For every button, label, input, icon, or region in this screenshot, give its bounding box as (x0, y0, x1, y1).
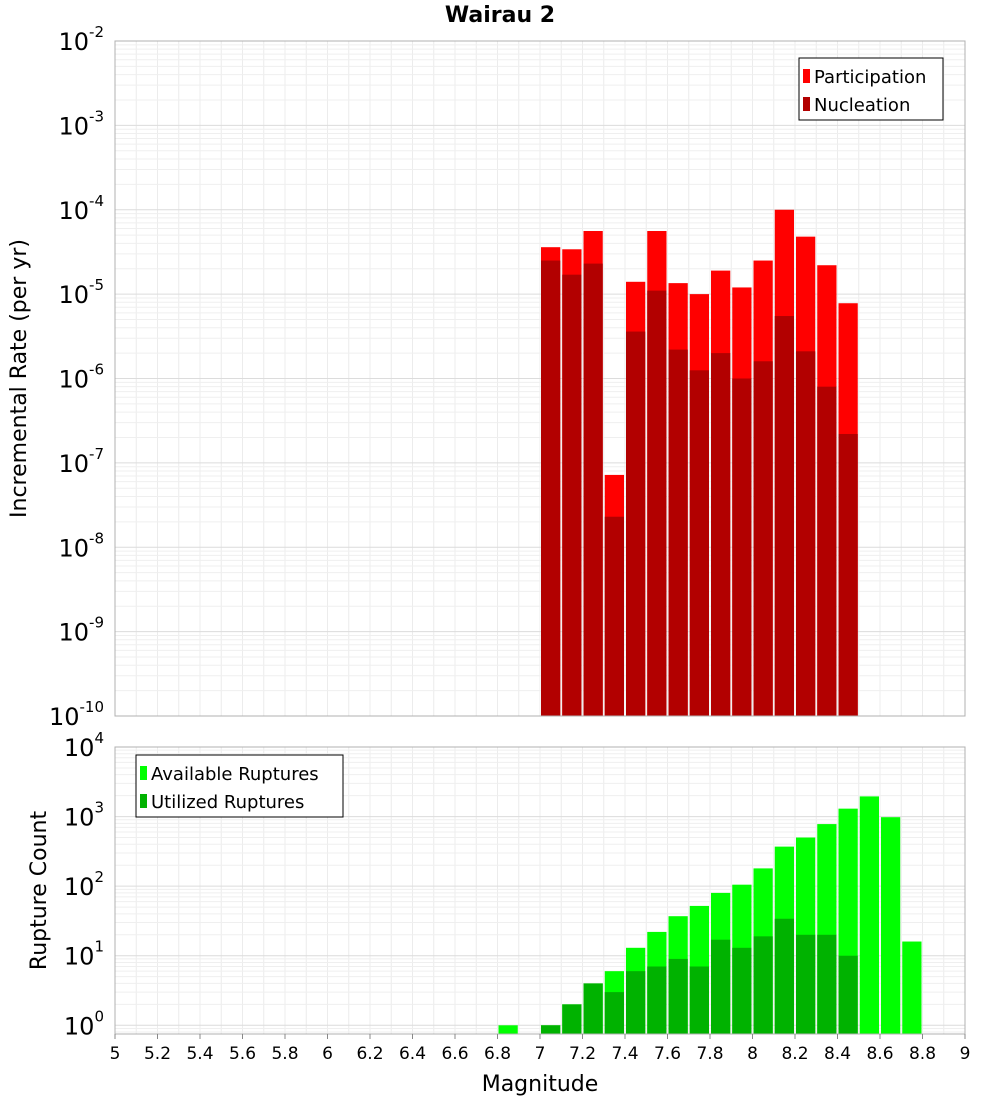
count-bar (881, 817, 901, 1034)
rate-y-tick-label: 10-6 (58, 361, 104, 394)
x-tick-label: 7.6 (654, 1044, 681, 1064)
x-tick-label: 6.4 (399, 1044, 426, 1064)
count-bar (689, 966, 709, 1034)
count-legend-swatch (140, 766, 147, 780)
x-tick-label: 5.2 (144, 1044, 171, 1064)
count-bar (711, 939, 731, 1034)
x-tick-label: 5 (110, 1044, 121, 1064)
count-bar (583, 983, 603, 1034)
rate-y-tick-label: 10-3 (58, 107, 104, 140)
count-bar (604, 992, 624, 1034)
count-y-axis-label: Rupture Count (27, 811, 52, 971)
rate-bar (817, 386, 837, 716)
count-legend-label: Utilized Ruptures (151, 792, 304, 813)
rate-bar (647, 290, 667, 716)
rate-y-axis-label: Incremental Rate (per yr) (7, 239, 32, 518)
rate-y-ticks: 10-2 10-3 10-4 10-5 10-6 10-7 10-8 10-9 10-10 (49, 23, 104, 731)
x-axis: 5 5.2 5.4 5.6 5.8 6 6.2 6.4 6.6 6.8 7 7.2 7.4 7.6 7.8 8… (110, 1034, 971, 1064)
x-tick-label: 5.4 (186, 1044, 213, 1064)
x-tick-label: 6.6 (441, 1044, 468, 1064)
count-y-tick-label: 103 (64, 799, 104, 832)
count-bar (562, 1004, 582, 1034)
x-tick-label: 6 (322, 1044, 333, 1064)
rate-panel: 10-2 10-3 10-4 10-5 10-6 10-7 10-8 10-9 10-10 Inc… (7, 23, 966, 731)
rate-frame (114, 40, 966, 717)
x-tick-label: 8.8 (909, 1044, 936, 1064)
count-bars (498, 796, 922, 1034)
count-legend-box (135, 754, 344, 818)
x-tick-label: 8.6 (866, 1044, 893, 1064)
x-tick-label: 6.2 (356, 1044, 383, 1064)
rate-bar (626, 331, 646, 716)
count-bar (817, 934, 837, 1034)
count-legend: Available Ruptures Utilized Ruptures (135, 754, 344, 818)
count-bar (647, 966, 667, 1034)
rate-y-tick-label: 10-9 (58, 614, 104, 647)
rate-y-tick-label: 10-8 (58, 529, 104, 562)
rate-bar (774, 316, 794, 716)
rate-legend-swatch (803, 97, 810, 111)
rate-bar (668, 349, 688, 716)
rupture-count-panel: 104 103 102 101 100 Rupture Count Available Ru… (27, 729, 966, 1040)
count-bar (498, 1025, 518, 1034)
rate-y-tick-label: 10-4 (58, 192, 104, 225)
x-tick-label: 7.8 (696, 1044, 723, 1064)
x-tick-label: 7.4 (611, 1044, 638, 1064)
count-y-ticks: 104 103 102 101 100 (64, 729, 104, 1040)
count-bar (732, 947, 752, 1034)
rate-legend: Participation Nucleation (798, 57, 944, 121)
rate-bar (604, 516, 624, 716)
x-tick-label: 9 (960, 1044, 971, 1064)
chart-title: Wairau 2 (445, 3, 555, 28)
count-y-tick-label: 104 (64, 729, 104, 762)
rate-bars (541, 209, 858, 716)
count-bar (774, 918, 794, 1034)
count-bar (838, 955, 858, 1034)
rate-series-2 (541, 260, 858, 716)
rate-y-tick-label: 10-5 (58, 276, 104, 309)
x-tick-label: 7.2 (569, 1044, 596, 1064)
x-tick-label: 8.2 (781, 1044, 808, 1064)
rate-bar (689, 370, 709, 716)
rate-y-tick-label: 10-7 (58, 445, 104, 478)
rate-bar (583, 263, 603, 716)
count-bar (626, 971, 646, 1034)
count-legend-label: Available Ruptures (151, 764, 319, 785)
x-tick-label: 6.8 (484, 1044, 511, 1064)
rate-grid (114, 40, 966, 717)
count-bar (668, 958, 688, 1034)
count-series-2 (541, 918, 858, 1034)
rate-bar (711, 353, 731, 716)
count-y-tick-label: 101 (64, 938, 104, 971)
x-tick-label: 5.6 (229, 1044, 256, 1064)
count-bar (541, 1025, 561, 1034)
x-tick-label: 5.8 (271, 1044, 298, 1064)
rate-bar (796, 351, 816, 716)
rate-bar (838, 433, 858, 716)
rate-bar (753, 361, 773, 716)
rate-legend-label: Nucleation (814, 95, 910, 116)
count-bar (902, 941, 922, 1034)
rate-bar (562, 274, 582, 716)
count-y-tick-label: 102 (64, 868, 104, 901)
count-bar (859, 796, 879, 1034)
rate-legend-swatch (803, 69, 810, 83)
count-legend-swatch (140, 794, 147, 808)
rate-y-tick-label: 10-2 (58, 23, 104, 56)
rate-bar (732, 378, 752, 716)
x-axis-label: Magnitude (482, 1072, 599, 1097)
rate-y-tick-label: 10-10 (49, 698, 104, 731)
count-bar (796, 934, 816, 1034)
x-tick-label: 7 (535, 1044, 546, 1064)
rate-legend-label: Participation (814, 67, 926, 88)
rate-legend-box (798, 57, 944, 121)
x-tick-label: 8 (747, 1044, 758, 1064)
count-y-tick-label: 100 (64, 1007, 104, 1040)
x-tick-label: 8.4 (824, 1044, 851, 1064)
rate-bar (541, 260, 561, 716)
count-bar (753, 936, 773, 1034)
